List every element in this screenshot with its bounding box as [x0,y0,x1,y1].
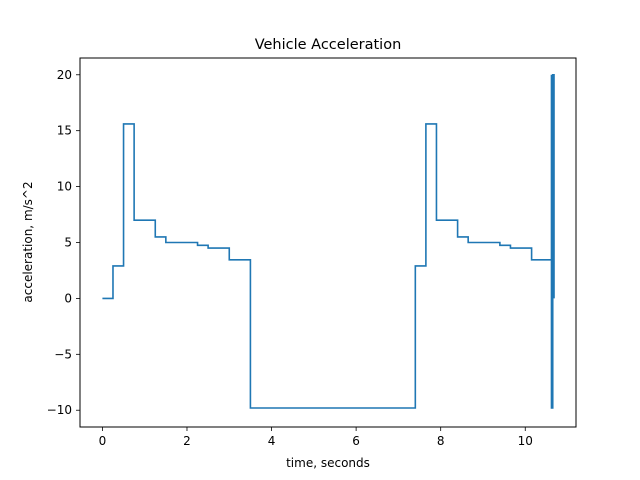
y-tick-label: 20 [57,68,72,82]
x-tick-label: 8 [437,434,445,448]
y-tick-label: −10 [47,403,72,417]
x-tick-label: 4 [268,434,276,448]
y-tick-label: 15 [57,124,72,138]
x-axis-label: time, seconds [286,456,370,470]
y-tick-label: 5 [64,236,72,250]
axis-ticks: 0 2 4 6 8 10 −10 −5 0 5 10 15 20 [47,68,533,448]
y-tick-label: 0 [64,291,72,305]
x-tick-label: 2 [183,434,191,448]
y-tick-label: 10 [57,180,72,194]
y-axis-label: acceleration, m/s^2 [21,181,35,302]
plot-area [102,73,555,409]
acceleration-series-line [102,73,555,409]
x-tick-label: 6 [352,434,360,448]
x-tick-label: 10 [518,434,533,448]
axes-frame [79,57,577,428]
x-tick-label: 0 [99,434,107,448]
y-tick-label: −5 [54,347,72,361]
chart-title: Vehicle Acceleration [255,37,402,53]
